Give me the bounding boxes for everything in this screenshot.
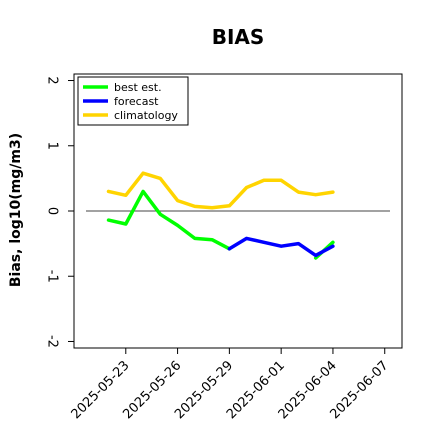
y-axis-label: Bias, log10(mg/m3) [8, 133, 24, 287]
y-axis: -2 -1 0 1 2 [45, 76, 74, 348]
legend-label: climatology [114, 109, 178, 122]
chart-title: BIAS [212, 25, 265, 49]
y-tick-label: -1 [45, 270, 60, 283]
x-axis: 2025-05-232025-05-262025-05-292025-06-01… [69, 348, 392, 422]
legend-label: forecast [114, 95, 159, 108]
legend-label: best est. [114, 81, 162, 94]
y-tick-label: 1 [45, 142, 60, 150]
series-line-forecast [227, 236, 335, 258]
series-line-best-est [106, 189, 335, 260]
y-tick-label: 0 [45, 207, 60, 215]
series-layer [106, 171, 335, 260]
y-tick-label: -2 [45, 335, 60, 348]
series-line-climatology [106, 171, 335, 210]
y-tick-label: 2 [45, 76, 60, 84]
